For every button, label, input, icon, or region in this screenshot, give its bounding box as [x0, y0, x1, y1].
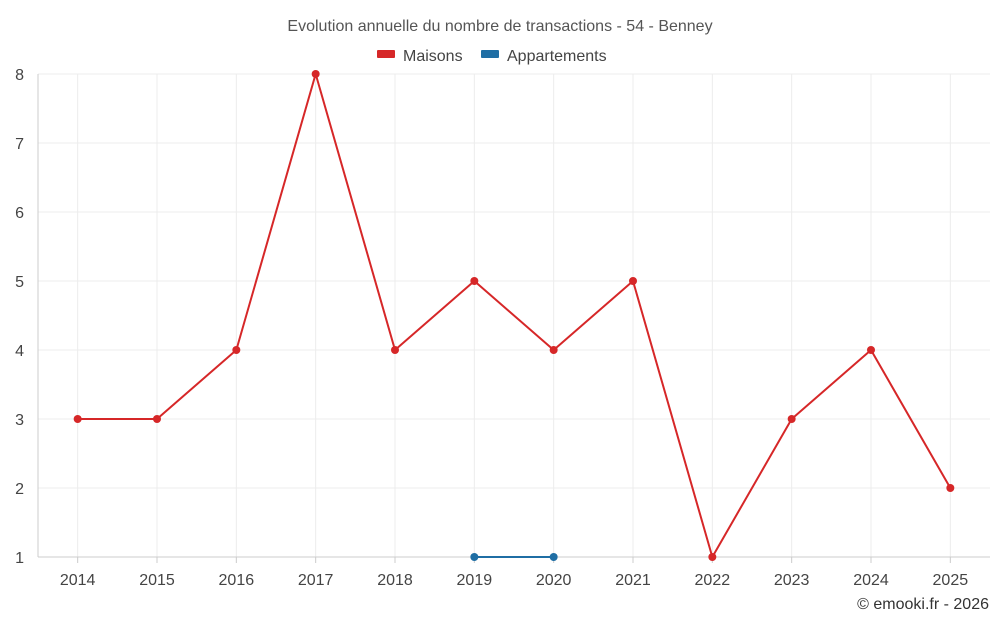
x-tick-label: 2017: [298, 572, 334, 589]
data-point-appartements-2019[interactable]: [470, 553, 479, 561]
y-tick-label: 1: [15, 550, 24, 567]
x-tick-label: 2024: [853, 572, 889, 589]
data-point-maisons-2014[interactable]: [73, 415, 82, 423]
series-line-maisons: [77, 73, 952, 558]
y-tick-label: 2: [15, 481, 24, 498]
x-tick-label: 2014: [60, 572, 96, 589]
x-tick-label: 2016: [219, 572, 255, 589]
data-point-maisons-2024[interactable]: [867, 346, 875, 354]
x-tick-label: 2019: [457, 572, 493, 589]
series-maisons: [73, 70, 955, 561]
data-point-maisons-2016[interactable]: [232, 346, 241, 354]
series-appartements: [470, 553, 558, 561]
legend-label-appartements: Appartements: [507, 48, 607, 65]
series: [73, 70, 955, 561]
axes: 1 2 3 4 5 6 7 8 2014 2015 2016 2017 2018 2019 2020 2021…: [15, 67, 990, 589]
legend-label-maisons: Maisons: [403, 48, 463, 65]
legend-swatch-maisons: [377, 50, 395, 58]
x-tick-label: 2015: [139, 572, 175, 589]
x-tick-label: 2021: [615, 572, 651, 589]
data-point-maisons-2019[interactable]: [470, 277, 479, 285]
legend-swatch-appartements: [481, 50, 499, 58]
legend: Maisons Appartements: [377, 48, 607, 65]
data-point-maisons-2025[interactable]: [946, 484, 955, 492]
data-point-maisons-2015[interactable]: [153, 415, 161, 423]
data-point-maisons-2017[interactable]: [311, 70, 320, 78]
y-tick-label: 5: [15, 274, 24, 291]
x-tick-label: 2022: [695, 572, 731, 589]
data-point-maisons-2022[interactable]: [708, 553, 717, 561]
y-tick-label: 8: [15, 67, 24, 84]
data-point-maisons-2021[interactable]: [629, 277, 637, 285]
data-point-maisons-2018[interactable]: [391, 346, 399, 354]
y-tick-label: 3: [15, 412, 24, 429]
x-tick-label: 2020: [536, 572, 572, 589]
y-tick-label: 7: [15, 136, 24, 153]
x-tick-label: 2025: [933, 572, 969, 589]
legend-item-maisons[interactable]: Maisons: [377, 48, 463, 65]
data-point-maisons-2020[interactable]: [549, 346, 558, 354]
x-tick-label: 2023: [774, 572, 810, 589]
x-tick-label: 2018: [377, 572, 413, 589]
data-point-maisons-2023[interactable]: [787, 415, 796, 423]
chart-title: Evolution annuelle du nombre de transact…: [287, 18, 712, 35]
credit: © emooki.fr - 2026: [857, 596, 989, 613]
grid: [38, 73, 990, 557]
legend-item-appartements[interactable]: Appartements: [481, 48, 607, 65]
y-tick-label: 6: [15, 205, 24, 222]
data-point-appartements-2020[interactable]: [549, 553, 558, 561]
y-tick-label: 4: [15, 343, 24, 360]
